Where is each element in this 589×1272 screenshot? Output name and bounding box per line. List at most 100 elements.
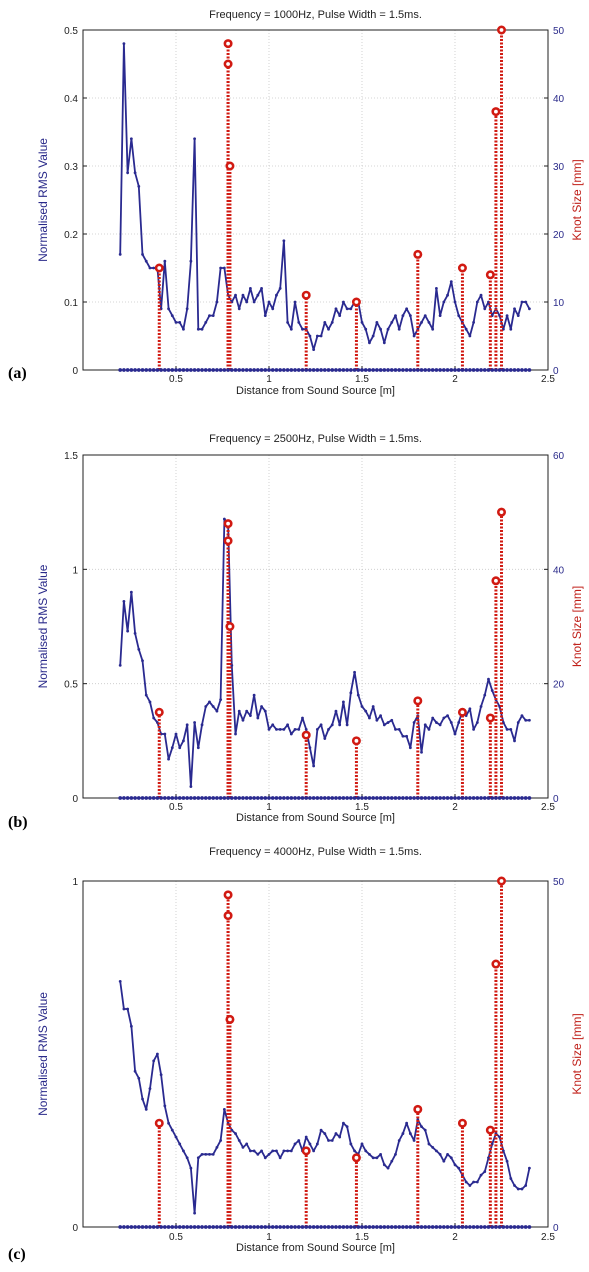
rms-point [345, 1125, 349, 1129]
rms-point [334, 709, 338, 713]
baseline-marker [133, 796, 137, 800]
rms-point [475, 300, 479, 304]
rms-point [528, 307, 531, 311]
baseline-marker [356, 796, 361, 800]
rms-point [148, 266, 152, 270]
baseline-marker [270, 1225, 275, 1229]
knot-marker [301, 290, 311, 300]
baseline-marker [397, 1225, 402, 1229]
baseline-marker [348, 796, 353, 800]
baseline-marker [278, 368, 283, 372]
baseline-marker [374, 1225, 379, 1229]
rms-point [472, 728, 475, 731]
knot-marker [225, 1014, 235, 1024]
baseline-marker [203, 1225, 208, 1229]
baseline-marker [486, 796, 491, 800]
baseline-marker [412, 1225, 416, 1229]
rms-point [408, 746, 412, 750]
baseline-marker [237, 796, 242, 800]
baseline-marker [445, 1225, 450, 1229]
knot-marker [413, 249, 423, 259]
baseline-marker [419, 1225, 424, 1229]
rms-point [211, 314, 215, 317]
baseline-marker [412, 368, 416, 372]
rms-point [412, 721, 416, 724]
rms-point [435, 1149, 438, 1153]
baseline-marker [244, 368, 249, 372]
rms-point [360, 1142, 364, 1146]
rms-point [282, 728, 286, 731]
rms-point [211, 1152, 215, 1156]
knot-baseline-markers [118, 368, 532, 372]
baseline-marker [434, 368, 439, 372]
baseline-marker [501, 368, 506, 372]
rms-point [245, 709, 249, 713]
baseline-marker [348, 368, 353, 372]
y-left-tick-label: 1 [72, 877, 78, 888]
baseline-marker [229, 368, 234, 372]
baseline-marker [486, 368, 491, 372]
rms-point [368, 716, 371, 720]
rms-point [327, 728, 330, 731]
rms-point [330, 1139, 334, 1142]
baseline-marker [520, 796, 524, 800]
rms-point [382, 341, 386, 345]
rms-point [118, 253, 122, 256]
baseline-marker [471, 368, 476, 372]
baseline-marker [315, 368, 320, 372]
x-axis-label: Distance from Sound Source [m] [236, 812, 395, 824]
baseline-marker [527, 368, 532, 372]
rms-point [472, 321, 475, 324]
knot-marker [413, 696, 423, 706]
baseline-marker [155, 368, 160, 372]
rms-point [449, 280, 453, 283]
rms-point [137, 1076, 141, 1080]
rms-point [286, 723, 289, 727]
rms-point [133, 1069, 137, 1073]
baseline-marker [512, 796, 517, 800]
baseline-marker [430, 368, 435, 372]
y-right-tick-label: 10 [553, 298, 565, 309]
baseline-marker [389, 1225, 394, 1229]
baseline-marker [248, 796, 253, 800]
rms-point [293, 1142, 297, 1146]
knot-marker [496, 876, 506, 886]
x-tick-label: 2 [452, 374, 458, 385]
rms-point [520, 1187, 524, 1191]
rms-point [457, 314, 461, 317]
knot-marker [225, 622, 235, 632]
baseline-marker [523, 796, 528, 800]
baseline-marker [181, 368, 186, 372]
baseline-marker [449, 368, 454, 372]
rms-point [524, 1184, 528, 1187]
baseline-marker [218, 368, 223, 372]
baseline-marker [255, 796, 260, 800]
rms-point [289, 1149, 293, 1153]
baseline-marker [274, 1225, 279, 1229]
baseline-marker [401, 796, 405, 800]
rms-point [435, 721, 438, 724]
rms-point [208, 1152, 211, 1156]
baseline-marker [140, 368, 145, 372]
baseline-marker [441, 368, 446, 372]
baseline-marker [371, 1225, 376, 1229]
baseline-marker [371, 796, 376, 800]
baseline-marker [118, 1225, 123, 1229]
y-left-axis-label: Normalised RMS Value [36, 992, 50, 1116]
rms-point [479, 1173, 483, 1177]
baseline-marker [471, 796, 476, 800]
baseline-marker [393, 368, 398, 372]
baseline-marker [174, 1225, 178, 1229]
rms-point [401, 734, 405, 738]
baseline-marker [479, 796, 483, 800]
baseline-marker [449, 796, 454, 800]
baseline-marker [285, 1225, 290, 1229]
baseline-marker [341, 1225, 346, 1229]
rms-point [364, 709, 368, 713]
rms-point [457, 721, 461, 724]
rms-point [211, 705, 215, 708]
rms-point [453, 732, 457, 736]
knot-marker [223, 536, 233, 546]
rms-point [468, 707, 472, 711]
baseline-marker [267, 796, 271, 800]
